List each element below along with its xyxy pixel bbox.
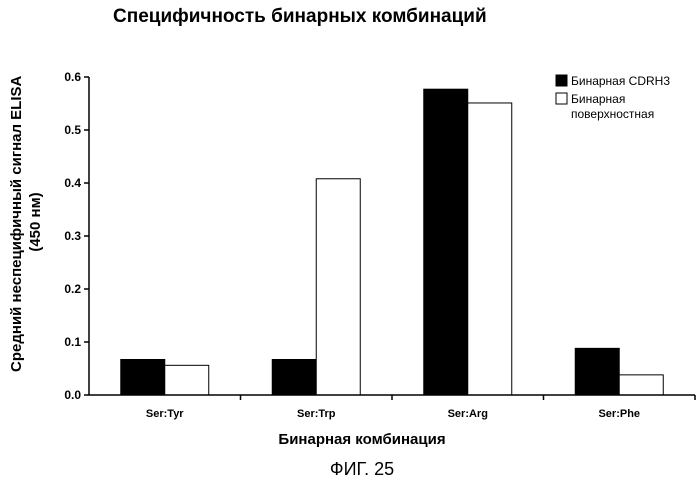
x-tick-label: Ser:Trp [297,408,336,420]
x-tick-label: Ser:Phe [598,408,640,420]
y-tick-label: 0.4 [64,176,81,190]
bar-surface [165,365,209,395]
legend: Бинарная CDRH3 Бинарнаяповерхностная [556,74,670,121]
legend-label: Бинарнаяповерхностная [571,92,654,121]
y-tick-label: 0.5 [64,123,81,137]
y-axis-label-line-2: (450 нм) [27,192,44,251]
y-axis-label-line-1: Средний неспецифичный сигнал ELISA [8,75,25,371]
chart-title: Специфичность бинарных комбинаций [113,6,487,27]
y-axis-ticks: 0.0 0.1 0.2 0.3 0.4 0.5 0.6 [64,70,89,402]
x-tick-label: Ser:Tyr [146,408,184,420]
x-axis-ticks: Ser:Tyr Ser:Trp Ser:Arg Ser:Phe [146,395,695,420]
bar-surface [619,375,663,395]
legend-label-line: Бинарная CDRH3 [571,74,670,88]
y-axis-label: Средний неспецифичный сигнал ELISA (450 … [8,72,44,372]
y-tick-label: 0.1 [64,335,81,349]
bar-cdrh3 [575,348,619,395]
bars [121,89,664,395]
y-tick-label: 0.2 [64,282,81,296]
bar-cdrh3 [272,359,316,395]
x-axis-label: Бинарная комбинация [278,431,445,448]
legend-label-line: поверхностная [571,107,654,121]
y-tick-label: 0.3 [64,229,81,243]
legend-label-line: Бинарная [571,92,625,106]
bar-surface [316,179,360,395]
y-tick-label: 0.6 [64,70,81,84]
bar-cdrh3 [424,89,468,395]
x-tick-label: Ser:Arg [448,408,488,420]
bar-cdrh3 [121,359,165,395]
bar-surface [468,103,512,395]
y-tick-label: 0.0 [64,388,81,402]
legend-label: Бинарная CDRH3 [571,74,670,88]
legend-swatch [556,75,567,86]
figure-caption: ФИГ. 25 [330,459,394,479]
legend-swatch [556,93,567,104]
